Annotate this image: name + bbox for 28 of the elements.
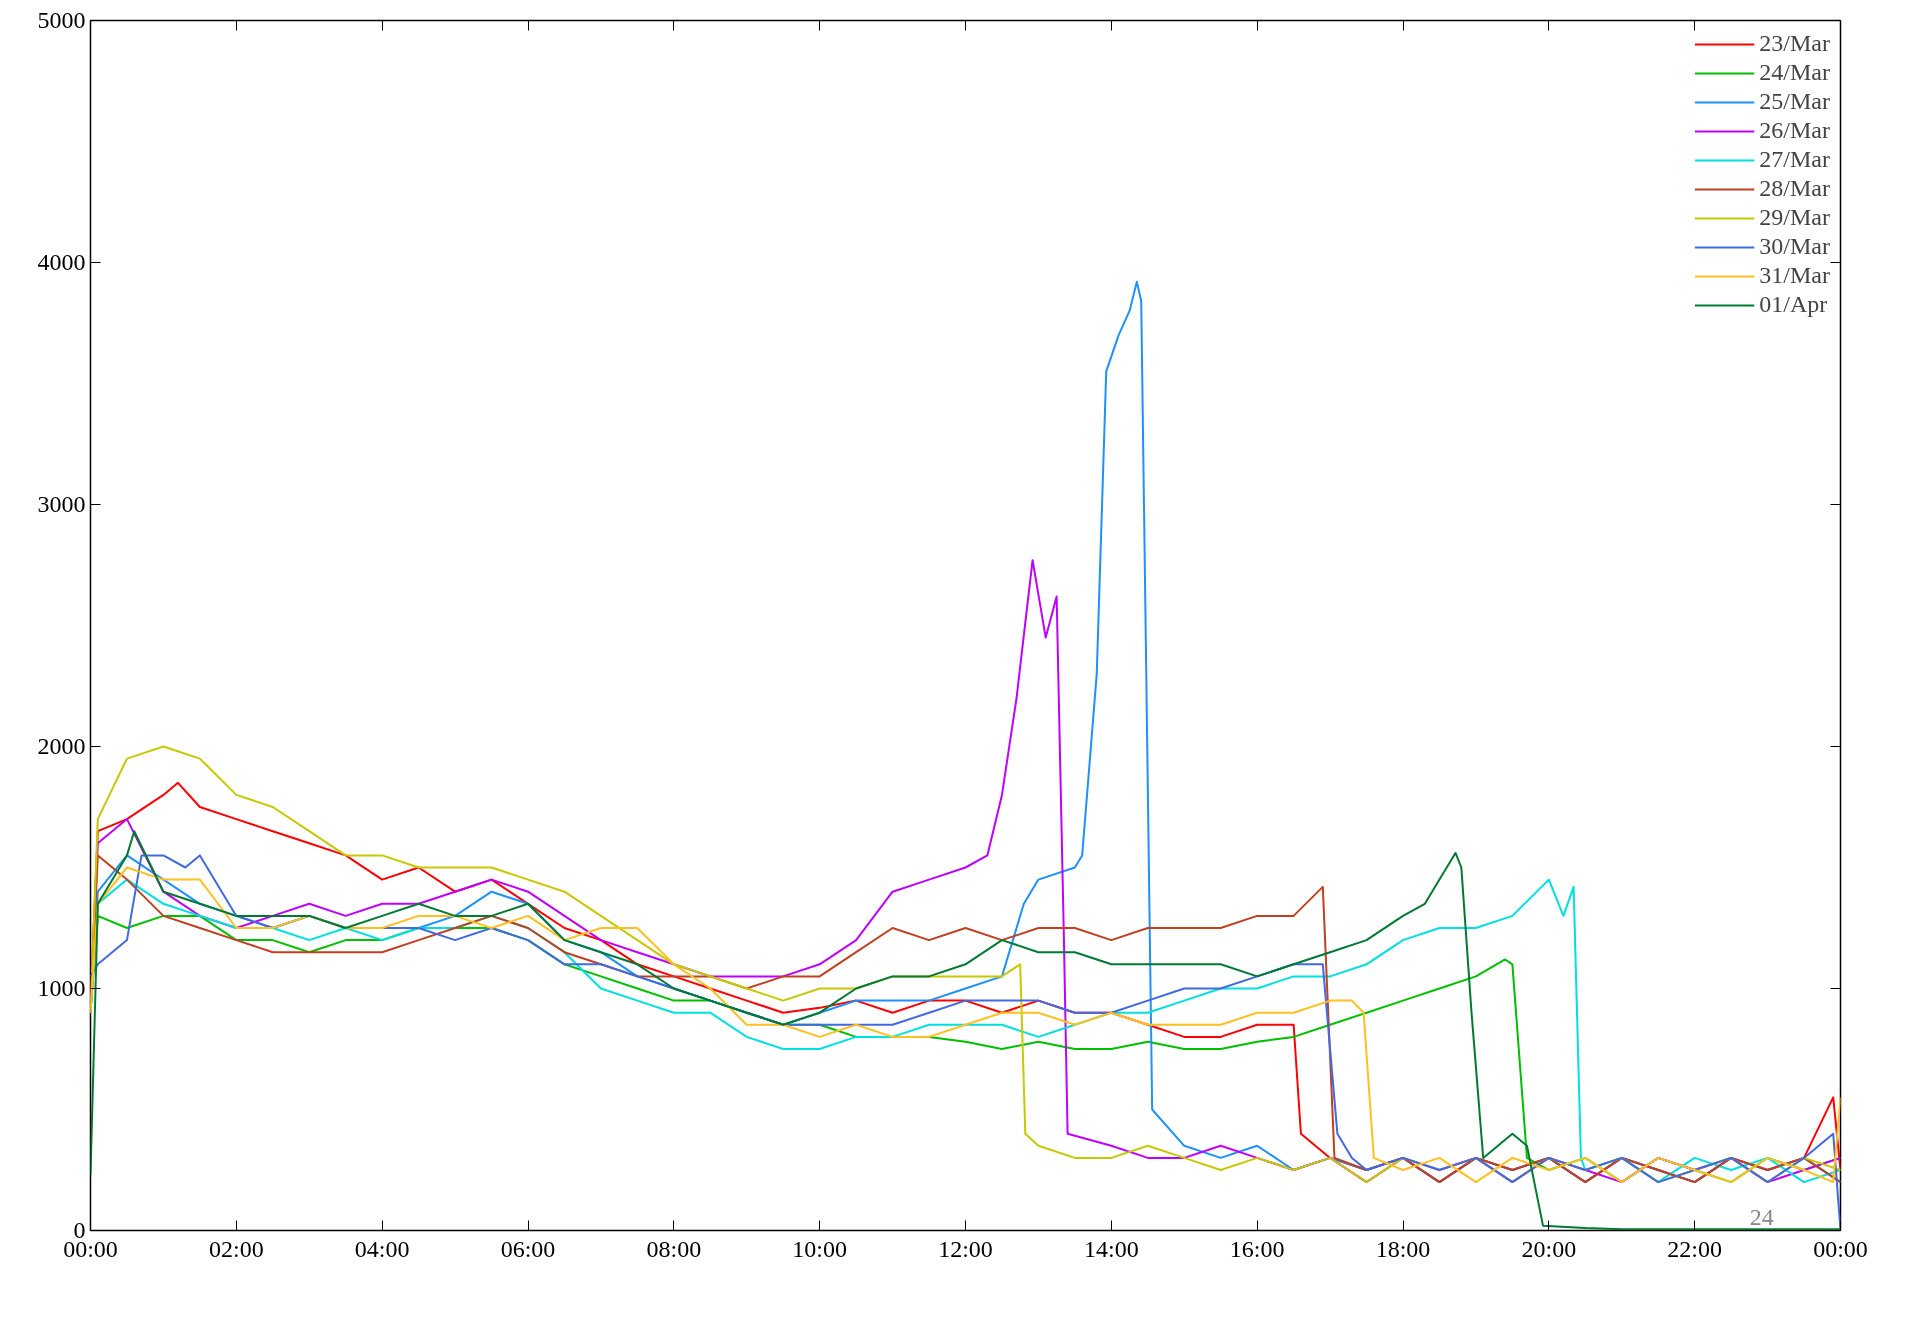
y-tick-label: 2000 <box>37 733 86 759</box>
x-tick-label: 02:00 <box>209 1235 264 1262</box>
x-tick-label: 08:00 <box>646 1235 702 1262</box>
legend-label: 27/Mar <box>1759 146 1830 173</box>
annotation: 24 <box>1749 1203 1774 1230</box>
legend-label: 29/Mar <box>1759 204 1830 231</box>
legend-label: 23/Mar <box>1759 30 1830 57</box>
y-tick-label: 4000 <box>37 249 86 275</box>
legend-label: 31/Mar <box>1759 262 1830 289</box>
x-tick-label: 10:00 <box>792 1235 847 1262</box>
x-tick-label: 04:00 <box>354 1235 410 1262</box>
x-tick-label: 20:00 <box>1521 1235 1577 1262</box>
x-tick-label: 06:00 <box>500 1235 556 1262</box>
x-tick-label: 12:00 <box>938 1235 993 1262</box>
legend-label: 26/Mar <box>1759 117 1830 144</box>
legend-label: 30/Mar <box>1759 233 1830 260</box>
legend-label: 25/Mar <box>1759 88 1830 115</box>
x-tick-label: 16:00 <box>1229 1235 1285 1262</box>
legend-label: 01/Apr <box>1759 291 1828 318</box>
x-tick-label: 18:00 <box>1375 1235 1431 1262</box>
y-tick-label: 5000 <box>37 7 86 33</box>
x-tick-label: 00:00 <box>1813 1235 1868 1262</box>
y-tick-label: 3000 <box>37 491 86 517</box>
legend-label: 24/Mar <box>1759 59 1830 86</box>
legend-label: 28/Mar <box>1759 175 1830 202</box>
x-tick-label: 22:00 <box>1667 1235 1722 1262</box>
y-tick-label: 1000 <box>37 975 86 1001</box>
x-tick-label: 14:00 <box>1084 1235 1139 1262</box>
